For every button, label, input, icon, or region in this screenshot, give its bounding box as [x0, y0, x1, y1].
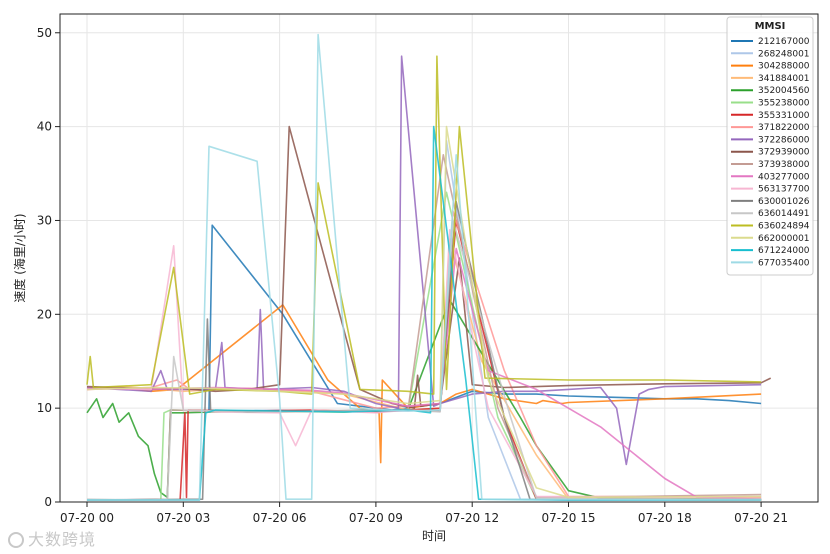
legend-label: 563137700 — [758, 185, 810, 195]
x-tick-label: 07-20 09 — [349, 511, 403, 525]
series-line-662000001 — [86, 125, 762, 499]
x-tick-label: 07-20 12 — [445, 511, 499, 525]
x-tick-label: 07-20 18 — [638, 511, 692, 525]
legend-label: 636014491 — [758, 209, 810, 219]
legend-box — [726, 16, 814, 276]
y-tick-label: 20 — [37, 307, 52, 321]
y-axis-title: 速度 (海里/小时) — [12, 213, 27, 302]
y-tick-label: 50 — [37, 26, 52, 40]
series-line-212167000 — [208, 224, 762, 411]
x-axis-title: 时间 — [422, 529, 446, 543]
x-tick-label: 07-20 15 — [542, 511, 596, 525]
legend-label: 372286000 — [758, 135, 810, 145]
plot-frame — [59, 13, 819, 503]
series-line-355331000 — [87, 219, 762, 501]
y-axis-ticks: 0 10 20 30 40 50 — [37, 26, 60, 509]
y-tick-label: 40 — [37, 120, 52, 134]
x-tick-label: 07-20 21 — [734, 511, 788, 525]
series-line-563137700 — [86, 229, 762, 499]
x-tick-label: 07-20 06 — [253, 511, 307, 525]
series-line-372286000 — [86, 55, 762, 466]
legend-label: 403277000 — [758, 172, 810, 182]
series-line-630001026 — [86, 200, 762, 501]
legend-label: 212167000 — [758, 37, 810, 47]
watermark-logo-icon — [8, 532, 24, 548]
legend-title: MMSI — [755, 21, 786, 32]
x-tick-label: 07-20 03 — [156, 511, 210, 525]
legend-label: 355238000 — [758, 99, 810, 109]
legend-label: 630001026 — [758, 197, 810, 207]
legend-label: 662000001 — [758, 234, 810, 244]
y-tick-label: 30 — [37, 213, 52, 227]
series-line-371822000 — [86, 210, 762, 499]
series-line-636024894 — [86, 55, 762, 395]
series-line-403277000 — [86, 247, 762, 500]
series-line-636014491 — [86, 219, 762, 501]
x-axis-ticks: 07-20 00 07-20 03 07-20 06 07-20 09 07-20 12… — [60, 502, 788, 525]
series-line-355238000 — [87, 191, 762, 501]
series-lines — [86, 33, 772, 501]
watermark-text: 大数跨境 — [28, 530, 97, 549]
series-line-671224000 — [87, 125, 762, 501]
y-tick-label: 0 — [44, 495, 52, 509]
legend-label: 355331000 — [758, 111, 810, 121]
legend-label: 371822000 — [758, 123, 810, 133]
legend-label: 677035400 — [758, 258, 810, 268]
y-tick-label: 10 — [37, 401, 52, 415]
legend-label: 304288000 — [758, 62, 810, 72]
series-line-372939000 — [86, 125, 772, 410]
series-line-677035400 — [87, 33, 762, 501]
watermark: 大数跨境 — [8, 526, 96, 550]
legend-label: 372939000 — [758, 148, 810, 158]
legend-label: 352004560 — [758, 86, 810, 96]
x-tick-label: 07-20 00 — [60, 511, 114, 525]
legend-label: 671224000 — [758, 246, 810, 256]
legend: MMSI 212167000 268248001 304288000 34188400… — [726, 16, 814, 276]
legend-label: 341884001 — [758, 74, 810, 84]
legend-label: 268248001 — [758, 49, 810, 59]
legend-label: 373938000 — [758, 160, 810, 170]
legend-label: 636024894 — [758, 222, 810, 232]
